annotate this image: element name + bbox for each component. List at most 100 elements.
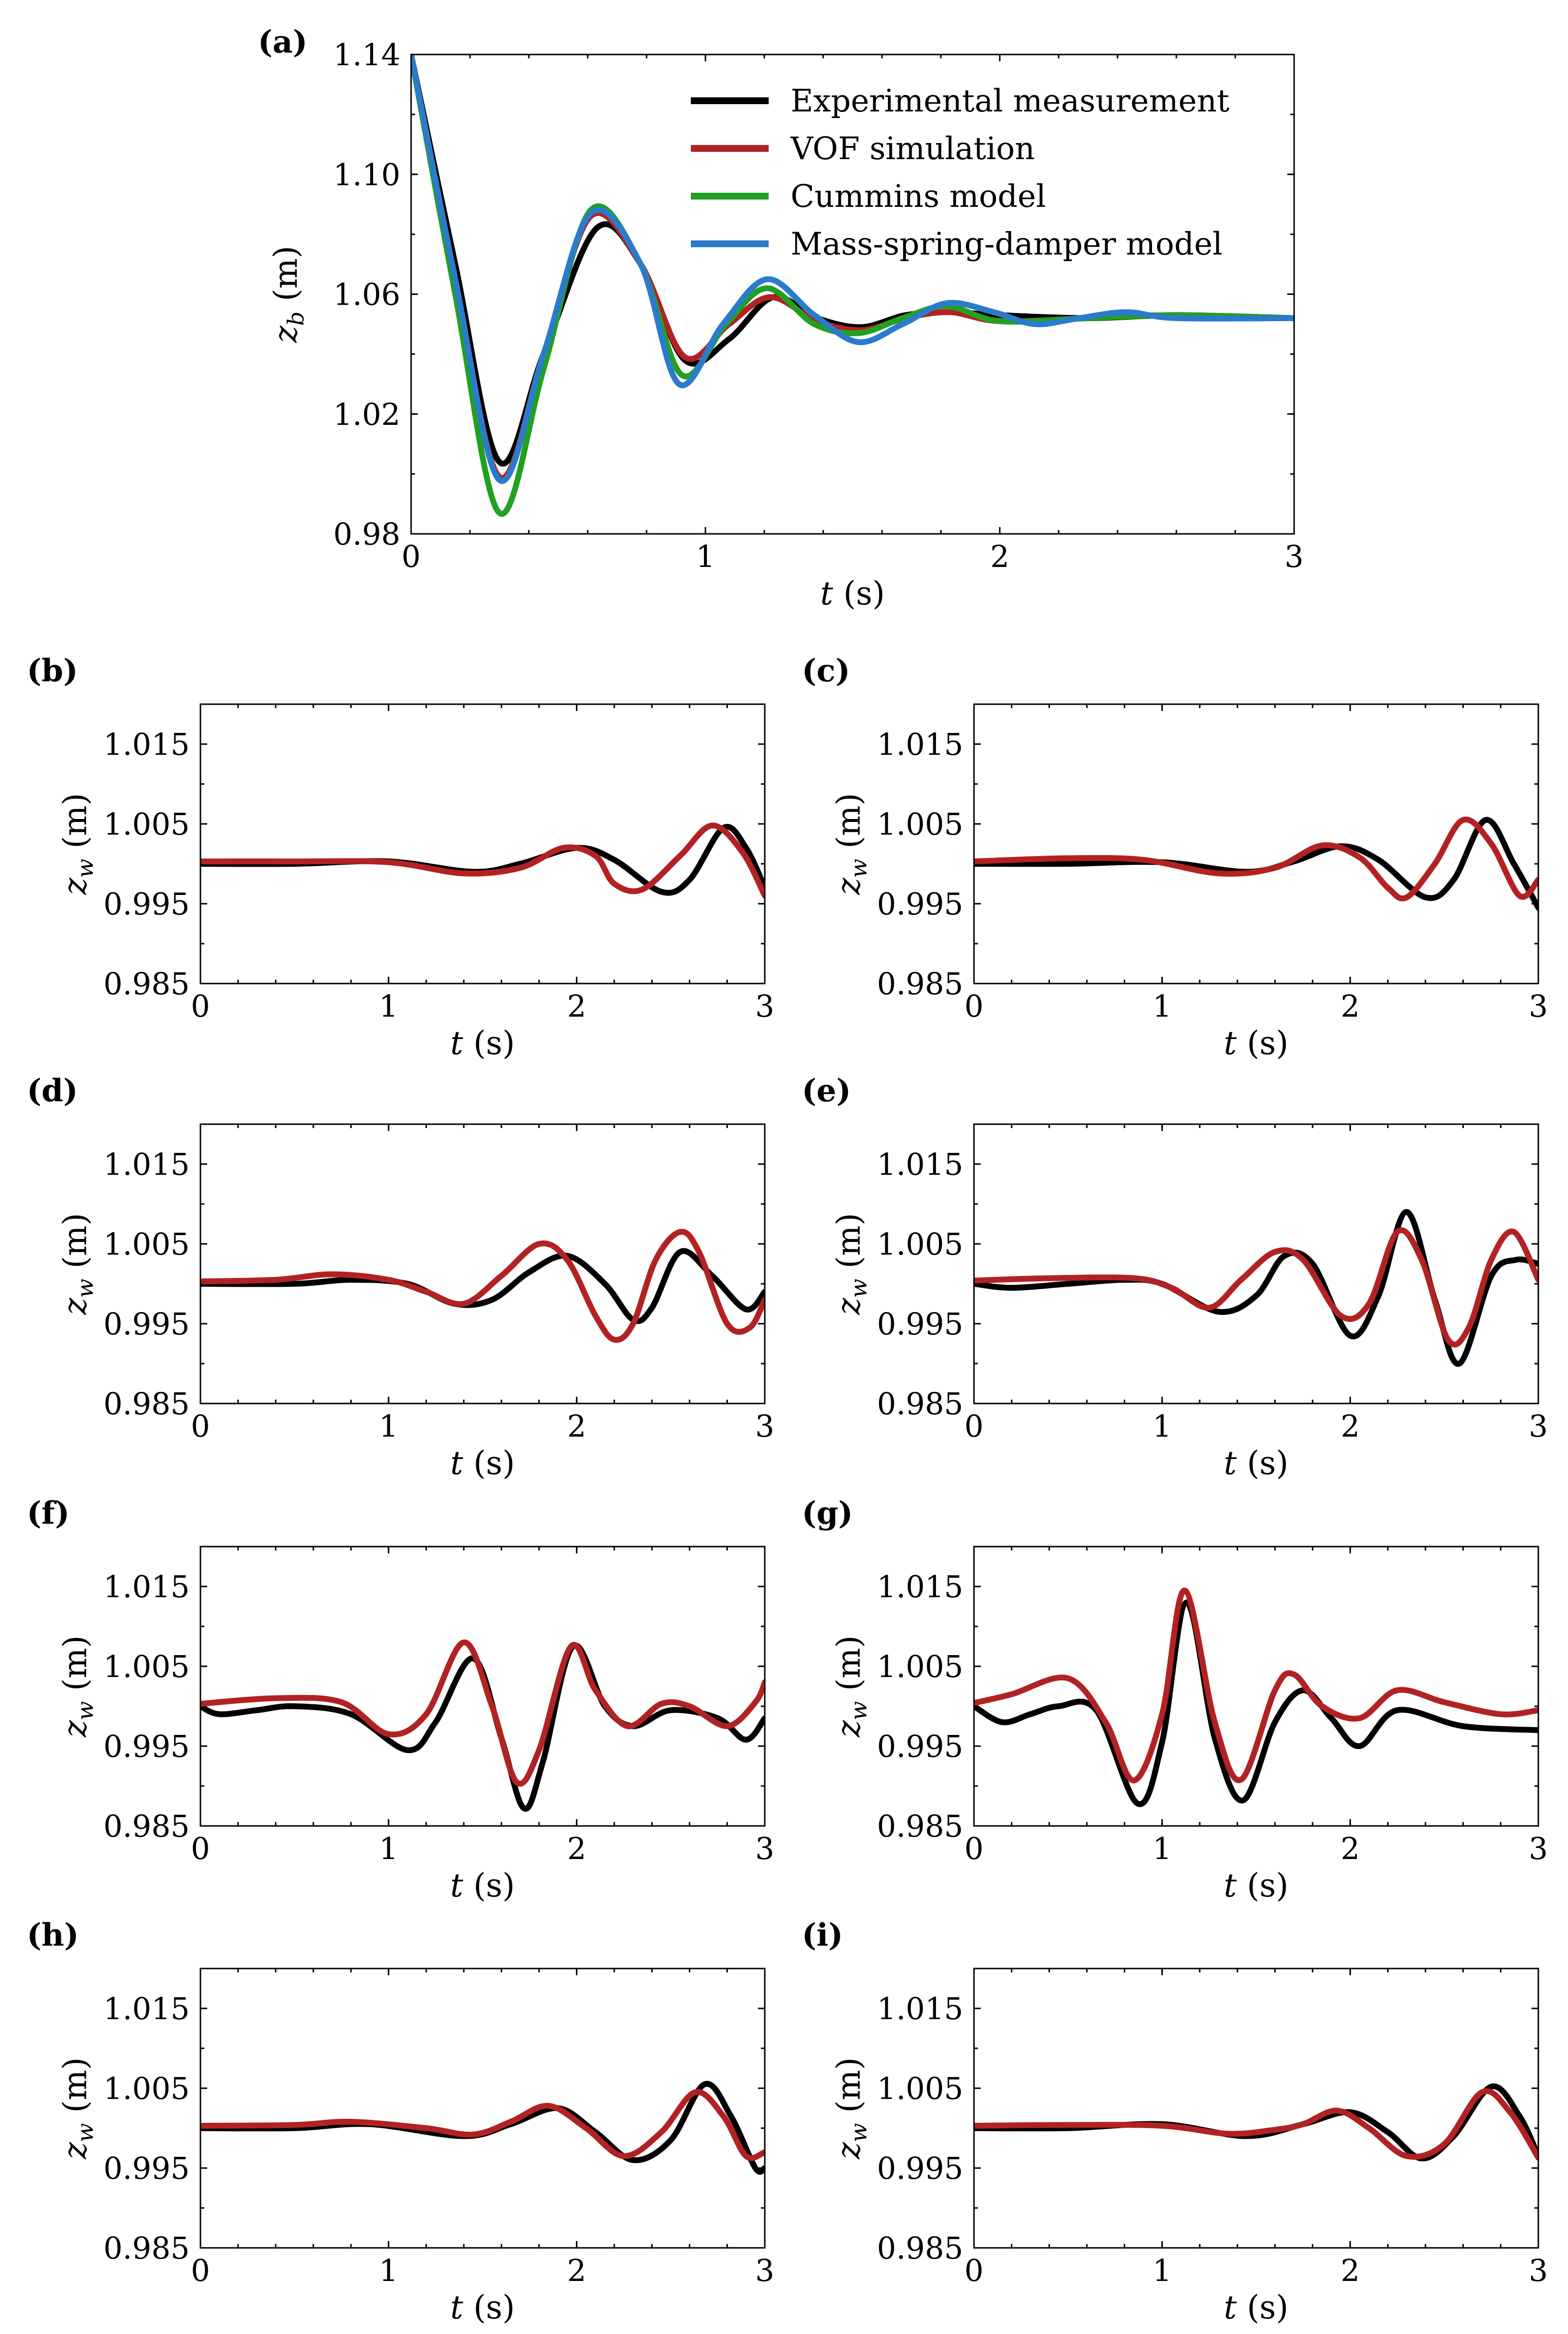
y-tick-label: 1.005 — [877, 1226, 964, 1262]
series-line-vof-simulation — [974, 816, 1538, 902]
y-tick-label: 0.995 — [104, 2151, 190, 2186]
x-axis-label: t (s) — [451, 2289, 515, 2326]
plot-frame — [199, 703, 766, 985]
series-line-experimental-measurement — [974, 1209, 1538, 1367]
x-tick-label: 2 — [567, 988, 586, 1024]
x-tick-label: 3 — [1284, 539, 1303, 574]
y-tick-label: 0.985 — [877, 1808, 964, 1844]
x-tick-label: 3 — [755, 1408, 774, 1444]
y-tick-label: 1.005 — [877, 806, 964, 842]
x-tick-label: 2 — [990, 539, 1009, 574]
x-tick-label: 2 — [567, 1408, 586, 1444]
series-line-mass-spring-damper-model — [411, 55, 1294, 484]
chart-panel-a: (a) 0 1 2 3 0.98 1.02 1.06 1.10 1.14 t (s) zb (m) Ex… — [258, 24, 1304, 612]
y-tick-label: 0.995 — [877, 886, 964, 922]
series-line-vof-simulation — [200, 822, 765, 899]
plot-area — [974, 816, 1538, 911]
panel-label: (g) — [802, 1495, 853, 1532]
y-tick-label: 1.015 — [877, 1569, 964, 1605]
y-axis-label: zw (m) — [56, 1635, 98, 1737]
series-line-experimental-measurement — [200, 1248, 765, 1324]
y-tick-label: 1.015 — [104, 1991, 190, 2026]
plot-frame — [199, 1123, 766, 1404]
y-tick-label: 1.015 — [877, 727, 964, 762]
x-tick-label: 3 — [755, 1831, 774, 1866]
x-tick-label: 3 — [755, 2253, 774, 2288]
y-tick-label: 1.02 — [333, 397, 400, 432]
x-tick-label: 0 — [964, 1408, 983, 1444]
plot-frame — [973, 1546, 1539, 1827]
y-tick-label: 1.015 — [104, 1147, 190, 1182]
x-tick-label: 0 — [191, 1831, 210, 1866]
x-axis-label: t (s) — [451, 1444, 515, 1482]
x-tick-label: 1 — [696, 539, 715, 574]
x-tick-label: 0 — [401, 539, 420, 574]
y-tick-label: 0.985 — [104, 966, 190, 1002]
panel-label: (f) — [27, 1495, 70, 1532]
x-tick-label: 0 — [964, 1831, 983, 1866]
series-line-experimental-measurement — [200, 1642, 765, 1812]
x-tick-label: 3 — [1529, 2253, 1548, 2288]
x-axis-label: t (s) — [820, 575, 885, 612]
y-axis-label: zw (m) — [830, 1635, 872, 1737]
y-tick-label: 0.985 — [104, 1386, 190, 1422]
series-line-vof-simulation — [974, 2088, 1538, 2161]
panel-label: (c) — [802, 653, 850, 689]
chart-panel-i: (i) 0 1 2 3 0.985 0.995 1.005 1.015 t (s) zw (m) — [802, 1917, 1548, 2326]
y-tick-label: 1.005 — [877, 2071, 964, 2106]
y-tick-label: 1.005 — [877, 1649, 964, 1684]
x-tick-label: 1 — [379, 2253, 398, 2288]
legend-label: Experimental measurement — [791, 83, 1229, 119]
plot-area — [200, 1639, 765, 1812]
series-line-vof-simulation — [200, 1639, 765, 1787]
x-tick-label: 2 — [1341, 2253, 1360, 2288]
x-tick-label: 1 — [1153, 1408, 1171, 1444]
y-tick-label: 1.005 — [104, 1649, 190, 1684]
x-axis-label: t (s) — [1224, 1444, 1289, 1482]
chart-panel-d: (d) 0 1 2 3 0.985 0.995 1.005 1.015 t (s) zw (m) — [27, 1073, 775, 1482]
y-axis-label: zw (m) — [56, 2057, 98, 2159]
plot-frame — [973, 1123, 1539, 1404]
y-axis-label: zw (m) — [830, 793, 872, 895]
plot-area — [200, 2080, 765, 2175]
panel-label: (i) — [802, 1917, 843, 1953]
panel-label: (d) — [27, 1073, 78, 1109]
x-tick-label: 2 — [1341, 1408, 1360, 1444]
plot-area — [411, 55, 1294, 517]
y-axis-label: zw (m) — [830, 1213, 872, 1315]
y-tick-label: 1.015 — [104, 1569, 190, 1605]
series-line-experimental-measurement — [411, 55, 1294, 467]
series-line-vof-simulation — [974, 1227, 1538, 1348]
panel-label: (h) — [27, 1917, 79, 1953]
y-axis-label: zw (m) — [56, 793, 98, 895]
x-tick-label: 0 — [191, 2253, 210, 2288]
plot-frame — [973, 703, 1539, 985]
y-tick-label: 0.995 — [104, 1729, 190, 1764]
y-tick-label: 0.985 — [877, 1386, 964, 1422]
x-tick-label: 2 — [567, 2253, 586, 2288]
legend-label: Mass-spring-damper model — [791, 226, 1223, 262]
legend-label: Cummins model — [791, 179, 1046, 215]
y-tick-label: 0.995 — [104, 1306, 190, 1342]
series-line-vof-simulation — [200, 2089, 765, 2161]
x-tick-label: 1 — [379, 988, 398, 1024]
y-tick-label: 1.015 — [877, 1147, 964, 1182]
panel-label: (e) — [802, 1073, 851, 1109]
y-tick-label: 0.995 — [877, 2151, 964, 2186]
chart-panel-h: (h) 0 1 2 3 0.985 0.995 1.005 1.015 t (s) zw (m) — [27, 1917, 775, 2326]
x-tick-label: 1 — [379, 1408, 398, 1444]
y-axis-label: zb (m) — [267, 246, 309, 343]
y-tick-label: 1.015 — [877, 1991, 964, 2026]
y-tick-label: 0.985 — [104, 2230, 190, 2266]
y-tick-label: 0.98 — [333, 516, 400, 552]
x-tick-label: 1 — [1153, 1831, 1171, 1866]
y-tick-label: 1.06 — [333, 277, 400, 312]
plot-area — [974, 1587, 1538, 1807]
y-tick-label: 1.005 — [104, 1226, 190, 1262]
x-tick-label: 0 — [191, 988, 210, 1024]
x-tick-label: 2 — [567, 1831, 586, 1866]
x-tick-label: 3 — [1529, 988, 1548, 1024]
x-tick-label: 0 — [964, 2253, 983, 2288]
legend: Experimental measurement VOF simulation Cu… — [691, 83, 1229, 262]
